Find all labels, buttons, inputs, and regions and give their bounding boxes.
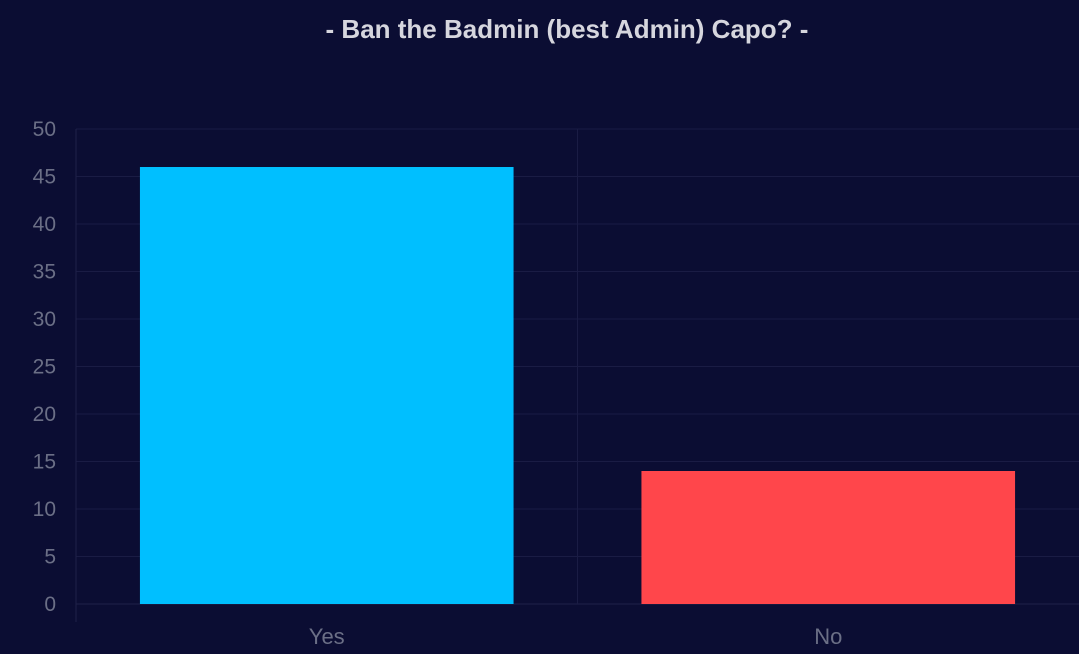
chart-title: - Ban the Badmin (best Admin) Capo? - — [326, 14, 809, 44]
y-tick-label: 35 — [33, 261, 56, 284]
bar-yes — [139, 167, 514, 604]
y-tick-label: 20 — [33, 403, 56, 426]
y-tick-label: 40 — [33, 213, 56, 236]
bars — [139, 167, 1016, 604]
y-tick-label: 10 — [33, 498, 56, 521]
bar-no — [641, 471, 1016, 604]
x-axis-ticks: Yes No — [309, 624, 843, 649]
y-tick-label: 25 — [33, 356, 56, 379]
y-tick-label: 0 — [44, 593, 56, 616]
y-tick-label: 45 — [33, 166, 56, 189]
x-tick-label: Yes — [309, 624, 345, 649]
y-tick-label: 50 — [33, 118, 56, 141]
y-tick-label: 15 — [33, 451, 56, 474]
x-tick-label: No — [814, 624, 842, 649]
y-tick-label: 5 — [44, 546, 56, 569]
y-tick-label: 30 — [33, 308, 56, 331]
y-axis-ticks: 0 5 10 15 20 25 30 35 40 45 50 — [33, 118, 56, 616]
